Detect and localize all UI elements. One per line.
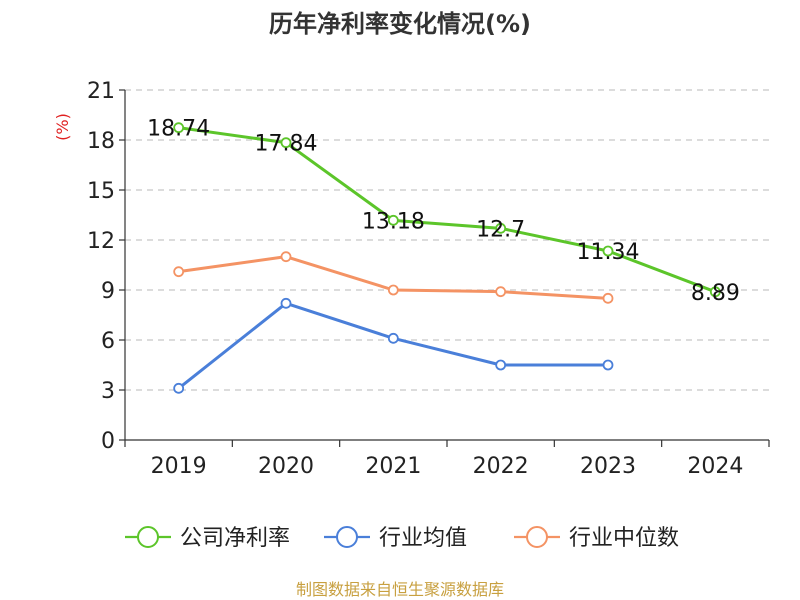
y-axis-unit: (%) [53, 113, 72, 141]
y-tick-label: 3 [101, 379, 115, 404]
y-tick-label: 0 [101, 429, 115, 454]
chart-title: 历年净利率变化情况(%) [269, 10, 531, 38]
data-point [387, 284, 399, 296]
y-tick-label: 6 [101, 329, 115, 354]
x-tick-label: 2023 [580, 454, 636, 479]
y-tick-label: 18 [87, 129, 115, 154]
data-label: 11.34 [577, 240, 640, 265]
data-point [602, 359, 614, 371]
data-point [173, 382, 185, 394]
legend-label: 行业均值 [379, 526, 467, 551]
x-tick-label: 2024 [687, 454, 743, 479]
series-line [178, 126, 716, 294]
series-0 [173, 122, 721, 298]
data-labels: 18.74 17.84 13.18 12.7 11.34 8.89 [147, 117, 740, 306]
legend-item: 行业均值 [324, 526, 467, 551]
legend-item: 公司净利率 [125, 526, 290, 551]
data-label: 17.84 [255, 132, 318, 157]
data-point [602, 245, 614, 257]
y-tick-label: 21 [87, 79, 115, 104]
y-tick-label: 15 [87, 179, 115, 204]
series-2 [173, 251, 614, 304]
data-point [495, 286, 507, 298]
y-tick-label: 12 [87, 229, 115, 254]
legend-label: 行业中位数 [569, 526, 679, 551]
series-line [177, 301, 608, 390]
legend-label: 公司净利率 [180, 526, 290, 551]
legend-marker [137, 526, 159, 548]
data-point [387, 214, 399, 226]
data-point [709, 286, 721, 298]
series-1 [173, 297, 614, 394]
source-note: 制图数据来自恒生聚源数据库 [296, 580, 504, 599]
data-point [173, 122, 185, 134]
series-lines [173, 122, 721, 394]
x-tick-label: 2022 [473, 454, 529, 479]
data-label: 12.7 [476, 217, 525, 242]
legend-marker [526, 526, 548, 548]
data-label: 8.89 [691, 281, 740, 306]
data-point [495, 222, 507, 234]
data-label: 13.18 [362, 209, 425, 234]
x-tick-label: 2019 [151, 454, 207, 479]
x-tick-label: 2020 [258, 454, 314, 479]
data-point [387, 332, 399, 344]
y-tick-label: 9 [101, 279, 115, 304]
data-point [280, 137, 292, 149]
data-point [602, 292, 614, 304]
data-point [280, 297, 292, 309]
data-point [495, 359, 507, 371]
data-label: 18.74 [147, 117, 210, 142]
data-point [173, 266, 185, 278]
data-point [280, 251, 292, 263]
legend-item: 行业中位数 [514, 526, 679, 551]
legend: 公司净利率 行业均值 行业中位数 [125, 526, 679, 551]
axes: 0 3 6 9 12 15 18 21 2019 2020 2021 2022 2023 2024 [87, 79, 770, 479]
legend-marker [336, 526, 358, 548]
x-tick-label: 2021 [365, 454, 421, 479]
